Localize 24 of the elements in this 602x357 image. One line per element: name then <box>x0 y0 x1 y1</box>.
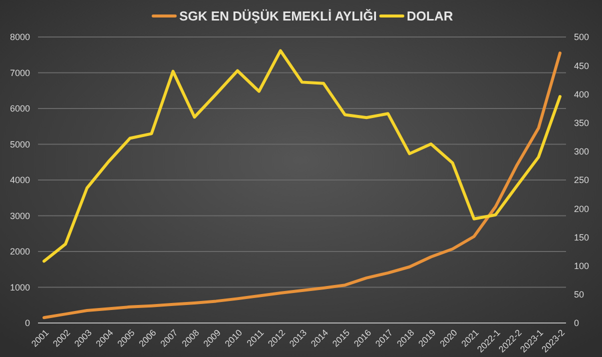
y-tick-label: 7000 <box>10 68 30 78</box>
legend-label: SGK EN DÜŞÜK EMEKLİ AYLIĞI <box>179 8 377 24</box>
y-tick-label: 0 <box>24 318 30 328</box>
y2-tick-label: 300 <box>574 146 590 157</box>
line-series <box>42 49 562 263</box>
y-tick-label: 6000 <box>10 104 30 114</box>
legend-label: DOLAR <box>406 8 454 24</box>
y2-tick-label: 50 <box>574 290 584 300</box>
y2-tick-label: 250 <box>574 175 590 186</box>
y2-tick-label: 200 <box>574 204 590 214</box>
line-series <box>42 52 562 320</box>
y-tick-label: 2000 <box>10 246 30 257</box>
y-tick-label: 1000 <box>10 282 30 292</box>
y-tick-label: 8000 <box>10 32 30 42</box>
y2-tick-label: 500 <box>574 32 590 42</box>
y2-tick-label: 400 <box>574 89 590 100</box>
y2-tick-label: 150 <box>574 232 590 242</box>
y2-tick-label: 0 <box>574 318 580 328</box>
y2-tick-label: 100 <box>574 260 590 271</box>
y-tick-label: 3000 <box>10 210 30 221</box>
y-tick-label: 5000 <box>10 139 30 150</box>
y2-tick-label: 350 <box>574 118 590 128</box>
y2-tick-label: 450 <box>574 60 590 71</box>
y-tick-label: 4000 <box>10 175 30 186</box>
